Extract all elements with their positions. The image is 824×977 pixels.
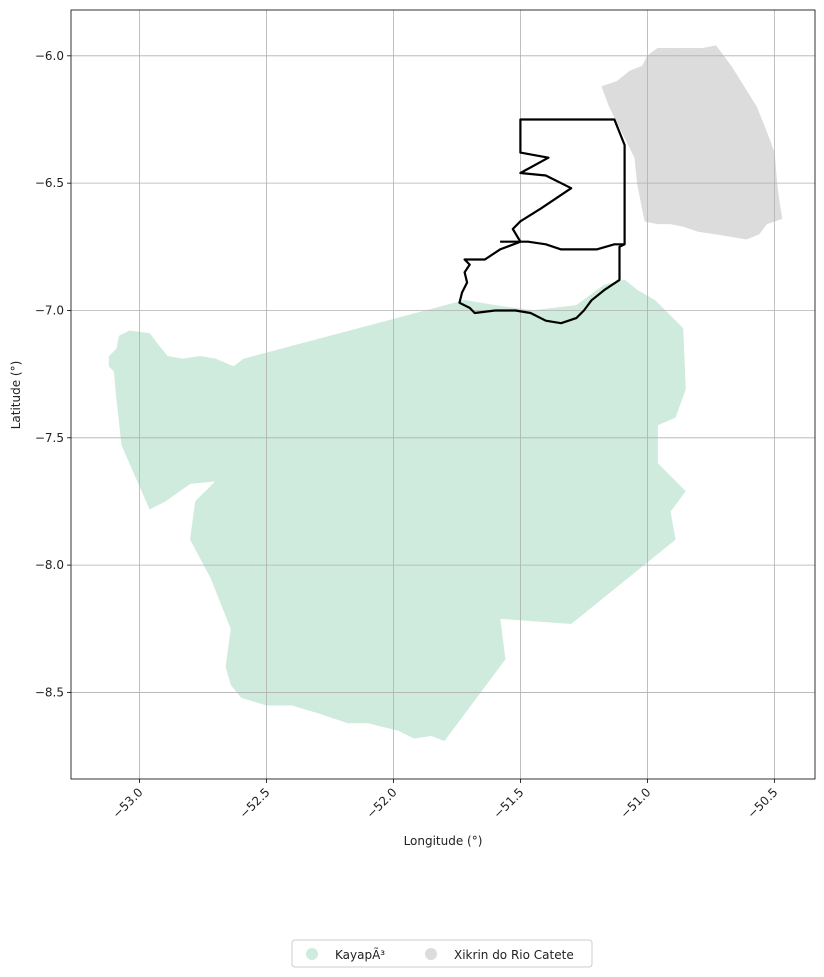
- x-tick-label-0: −53.0: [110, 785, 146, 821]
- y-tick-label-0: −6.0: [35, 49, 64, 63]
- x-axis: −53.0 −52.5 −52.0 −51.5 −51.0 −50.5: [110, 779, 781, 821]
- legend-label-kayapo: KayapÃ³: [335, 947, 385, 962]
- x-tick-label-5: −50.5: [745, 785, 781, 821]
- y-tick-label-5: −8.5: [35, 685, 64, 699]
- legend-marker-kayapo: [306, 948, 318, 960]
- legend-marker-xikrin: [425, 948, 437, 960]
- x-tick-label-3: −51.5: [491, 785, 527, 821]
- region-kayapo: [108, 279, 686, 742]
- gridlines: [71, 10, 815, 779]
- x-tick-label-1: −52.5: [237, 785, 273, 821]
- region-layer: [108, 45, 783, 742]
- region-xikrin-do-rio-catete: [601, 45, 783, 240]
- boundary-division-line: [500, 240, 625, 251]
- legend: KayapÃ³ Xikrin do Rio Catete: [291, 939, 593, 968]
- legend-label-xikrin: Xikrin do Rio Catete: [454, 948, 574, 962]
- boundary-outline-layer: [458, 118, 626, 325]
- y-axis: −6.0 −6.5 −7.0 −7.5 −8.0 −8.5: [35, 49, 71, 699]
- y-tick-label-2: −7.0: [35, 303, 64, 317]
- boundary-outline: [458, 118, 626, 325]
- y-tick-label-4: −8.0: [35, 558, 64, 572]
- axes-frame: [70, 9, 816, 780]
- x-tick-label-4: −51.0: [618, 785, 654, 821]
- y-tick-label-3: −7.5: [35, 431, 64, 445]
- x-tick-label-2: −52.0: [364, 785, 400, 821]
- legend-box: [291, 939, 593, 968]
- y-axis-label: Latitude (°): [9, 361, 23, 430]
- plot-area: [70, 9, 816, 780]
- y-tick-label-1: −6.5: [35, 176, 64, 190]
- x-axis-label: Longitude (°): [404, 834, 483, 848]
